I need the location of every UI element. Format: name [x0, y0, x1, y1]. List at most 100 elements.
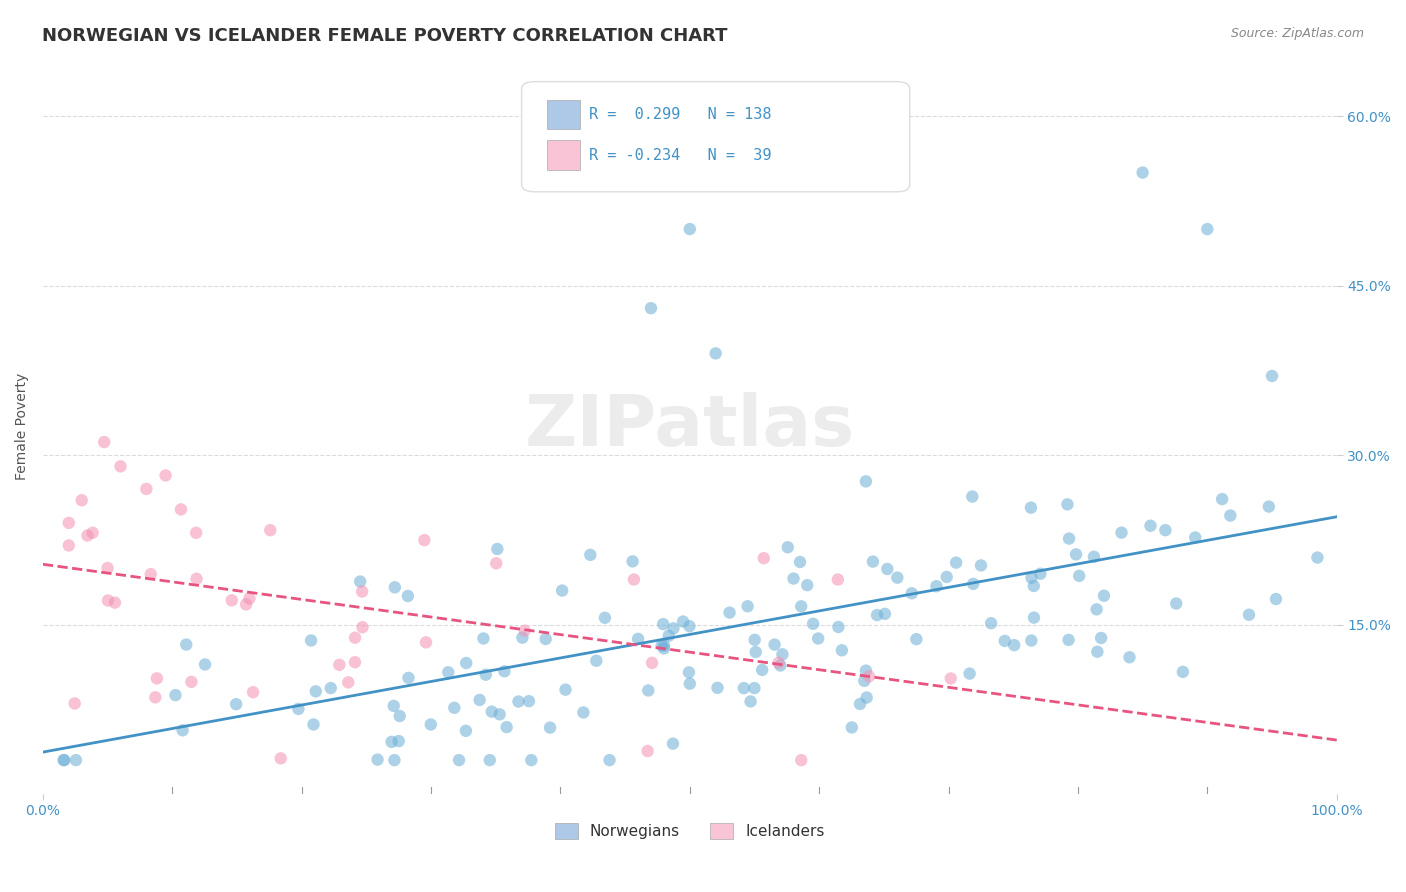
- Point: [382, 698, 405, 713]
- Point: [641, 656, 664, 670]
- Point: [744, 632, 766, 647]
- Point: [939, 672, 962, 686]
- FancyBboxPatch shape: [547, 140, 579, 169]
- Point: [235, 598, 257, 612]
- Point: [1118, 650, 1140, 665]
- Point: [637, 683, 659, 698]
- Point: [1132, 165, 1154, 179]
- Point: [53, 753, 76, 767]
- Point: [637, 744, 659, 758]
- Point: [495, 720, 517, 734]
- Point: [905, 632, 928, 647]
- Point: [678, 619, 700, 633]
- Point: [242, 685, 264, 699]
- Point: [935, 570, 957, 584]
- Point: [652, 617, 675, 632]
- Point: [388, 734, 411, 748]
- Point: [1057, 632, 1080, 647]
- FancyBboxPatch shape: [547, 100, 579, 129]
- Point: [398, 671, 420, 685]
- Point: [627, 632, 650, 646]
- Point: [1022, 610, 1045, 624]
- Point: [1064, 548, 1087, 562]
- Point: [672, 615, 695, 629]
- Point: [886, 571, 908, 585]
- Point: [585, 654, 607, 668]
- Point: [827, 620, 849, 634]
- Point: [652, 639, 675, 653]
- Point: [706, 681, 728, 695]
- Point: [831, 643, 853, 657]
- Point: [855, 690, 877, 705]
- Point: [299, 633, 322, 648]
- Point: [485, 557, 508, 571]
- Point: [70, 493, 93, 508]
- Point: [768, 656, 790, 670]
- Point: [866, 608, 889, 623]
- Point: [170, 502, 193, 516]
- Point: [413, 533, 436, 548]
- Point: [678, 665, 700, 680]
- Point: [155, 468, 177, 483]
- Point: [165, 688, 187, 702]
- Point: [104, 596, 127, 610]
- Point: [855, 475, 877, 489]
- Point: [76, 528, 98, 542]
- Point: [1002, 638, 1025, 652]
- Point: [662, 621, 685, 635]
- Point: [1019, 500, 1042, 515]
- Point: [415, 635, 437, 649]
- Point: [1237, 607, 1260, 622]
- Point: [139, 567, 162, 582]
- Point: [513, 624, 536, 638]
- Point: [1154, 523, 1177, 537]
- Point: [486, 541, 509, 556]
- Point: [419, 717, 441, 731]
- Point: [593, 611, 616, 625]
- Point: [623, 573, 645, 587]
- Point: [796, 578, 818, 592]
- Point: [640, 301, 662, 315]
- Point: [901, 586, 924, 600]
- Point: [744, 645, 766, 659]
- Point: [481, 705, 503, 719]
- Point: [925, 579, 948, 593]
- Point: [790, 753, 813, 767]
- Point: [1211, 492, 1233, 507]
- Y-axis label: Female Poverty: Female Poverty: [15, 373, 30, 481]
- Point: [396, 589, 419, 603]
- Point: [172, 723, 194, 738]
- Point: [468, 693, 491, 707]
- Point: [770, 648, 793, 662]
- Point: [1083, 549, 1105, 564]
- Point: [328, 657, 350, 672]
- Point: [82, 525, 104, 540]
- Point: [388, 709, 411, 723]
- Point: [782, 572, 804, 586]
- Point: [855, 664, 877, 678]
- Point: [225, 697, 247, 711]
- Text: NORWEGIAN VS ICELANDER FEMALE POVERTY CORRELATION CHART: NORWEGIAN VS ICELANDER FEMALE POVERTY CO…: [42, 27, 728, 45]
- Point: [652, 641, 675, 656]
- Point: [1021, 571, 1043, 585]
- Text: ZIPatlas: ZIPatlas: [524, 392, 855, 461]
- Point: [146, 671, 169, 685]
- Point: [454, 723, 477, 738]
- Point: [508, 694, 530, 708]
- Point: [790, 599, 813, 614]
- Point: [180, 674, 202, 689]
- Point: [679, 222, 702, 236]
- Point: [551, 583, 574, 598]
- Point: [1021, 633, 1043, 648]
- Point: [737, 599, 759, 614]
- Point: [572, 706, 595, 720]
- Point: [186, 572, 208, 586]
- Point: [475, 667, 498, 681]
- Legend: Norwegians, Icelanders: Norwegians, Icelanders: [548, 817, 831, 845]
- Point: [512, 631, 534, 645]
- Point: [259, 523, 281, 537]
- Point: [472, 632, 495, 646]
- Point: [621, 554, 644, 568]
- Point: [579, 548, 602, 562]
- Text: Source: ZipAtlas.com: Source: ZipAtlas.com: [1230, 27, 1364, 40]
